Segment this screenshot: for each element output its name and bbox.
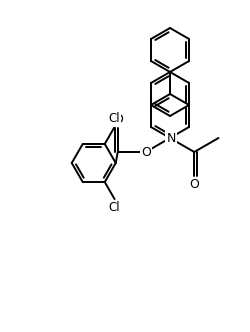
Text: O: O <box>141 145 151 158</box>
Text: Cl: Cl <box>109 112 120 125</box>
Text: O: O <box>113 113 123 126</box>
Text: N: N <box>166 131 176 144</box>
Text: O: O <box>189 178 199 191</box>
Text: Cl: Cl <box>109 201 120 214</box>
